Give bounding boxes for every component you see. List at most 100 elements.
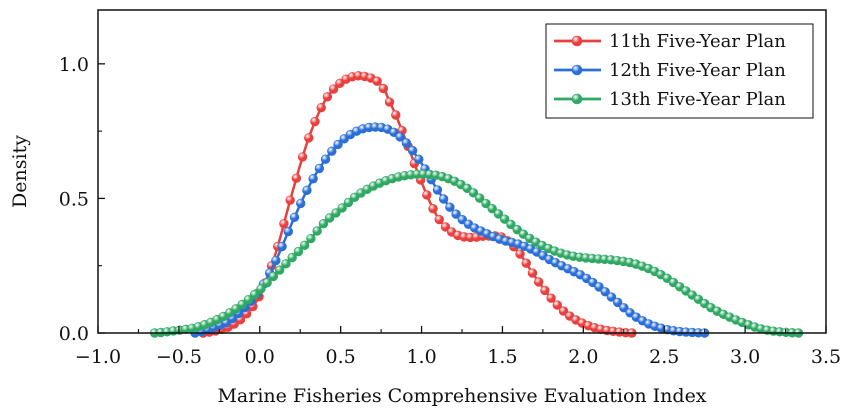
data-point xyxy=(468,188,479,198)
data-point xyxy=(558,306,569,316)
data-point xyxy=(401,138,412,148)
data-point xyxy=(320,154,331,164)
x-tick-label: 1.0 xyxy=(406,346,436,368)
data-point xyxy=(328,84,339,94)
data-point xyxy=(378,83,389,94)
data-point xyxy=(302,185,312,196)
x-tick-label: 2.5 xyxy=(649,346,679,368)
data-point xyxy=(391,110,401,120)
data-point xyxy=(333,139,343,150)
data-point xyxy=(343,197,354,208)
data-point xyxy=(451,209,461,219)
series-layer xyxy=(149,71,804,338)
data-point xyxy=(316,102,326,113)
data-point xyxy=(552,300,563,310)
data-point xyxy=(481,198,491,209)
legend-label: 12th Five-Year Plan xyxy=(609,60,786,81)
data-point xyxy=(256,284,266,294)
data-point xyxy=(384,97,395,107)
data-point xyxy=(291,173,302,183)
data-point xyxy=(249,289,260,300)
data-point xyxy=(533,277,544,287)
data-point xyxy=(308,174,318,184)
data-point xyxy=(395,132,405,142)
data-point xyxy=(304,133,314,143)
data-point xyxy=(268,271,279,282)
legend-marker xyxy=(571,93,583,105)
data-point xyxy=(299,240,310,251)
data-point xyxy=(337,203,347,213)
data-point xyxy=(527,268,538,278)
data-point xyxy=(314,163,325,174)
data-point xyxy=(274,265,285,275)
data-point xyxy=(434,214,444,225)
data-point xyxy=(546,293,556,303)
y-tick-label: 0.0 xyxy=(59,323,89,345)
data-point xyxy=(318,219,329,229)
data-point xyxy=(493,209,504,219)
legend-label: 11th Five-Year Plan xyxy=(609,31,786,52)
series-group xyxy=(149,169,804,338)
data-point xyxy=(499,214,510,224)
x-axis-title: Marine Fisheries Comprehensive Evaluatio… xyxy=(217,385,706,407)
data-point xyxy=(277,241,287,252)
data-point xyxy=(521,258,531,268)
data-point xyxy=(243,294,254,305)
data-point xyxy=(506,219,516,230)
data-point xyxy=(606,292,617,302)
data-point xyxy=(407,145,418,156)
data-point xyxy=(540,285,550,296)
data-point xyxy=(422,190,432,200)
x-tick-label: −1.0 xyxy=(75,346,121,368)
data-point xyxy=(474,193,485,203)
x-tick-label: 3.5 xyxy=(811,346,841,368)
data-point xyxy=(331,208,341,218)
x-tick-label: 1.5 xyxy=(487,346,517,368)
legend-label: 13th Five-Year Plan xyxy=(609,89,786,110)
data-point xyxy=(271,255,281,266)
data-point xyxy=(306,233,316,244)
data-point xyxy=(515,249,525,259)
data-point xyxy=(237,299,247,310)
data-point xyxy=(612,297,623,308)
data-point xyxy=(619,303,629,313)
data-point xyxy=(281,259,291,269)
data-point xyxy=(287,252,297,263)
data-point xyxy=(594,282,604,292)
data-point xyxy=(327,146,337,156)
y-axis-title: Density xyxy=(9,135,31,208)
x-tick-label: −0.5 xyxy=(156,346,202,368)
x-tick-label: 0.0 xyxy=(245,346,275,368)
data-point xyxy=(283,226,293,237)
x-tick-label: 3.0 xyxy=(730,346,760,368)
data-point xyxy=(432,185,443,195)
y-tick-label: 0.5 xyxy=(59,188,89,210)
legend-marker xyxy=(571,35,583,47)
data-point xyxy=(440,222,451,232)
data-point xyxy=(293,246,304,257)
data-point xyxy=(312,226,322,236)
data-point xyxy=(296,198,306,209)
legend-marker xyxy=(571,64,583,76)
data-point xyxy=(279,219,289,229)
data-point xyxy=(262,278,272,288)
data-point xyxy=(428,204,438,214)
x-tick-label: 2.0 xyxy=(568,346,598,368)
data-point xyxy=(297,152,308,162)
data-point xyxy=(310,116,320,127)
data-point xyxy=(600,287,610,297)
y-tick-label: 1.0 xyxy=(59,54,89,76)
data-point xyxy=(414,154,424,165)
data-point xyxy=(438,194,449,204)
data-point xyxy=(285,195,295,205)
data-point xyxy=(322,92,333,102)
ticks-layer: −1.0 −0.5 0.0 0.5 1.0 1.5 2.0 2.5 3.0 3.5 0.0 0.5 1.… xyxy=(59,54,841,368)
x-tick-label: 0.5 xyxy=(326,346,356,368)
data-point xyxy=(324,213,335,223)
data-point xyxy=(445,202,455,212)
data-point xyxy=(372,76,382,86)
data-point xyxy=(289,212,300,223)
data-point xyxy=(487,204,497,214)
